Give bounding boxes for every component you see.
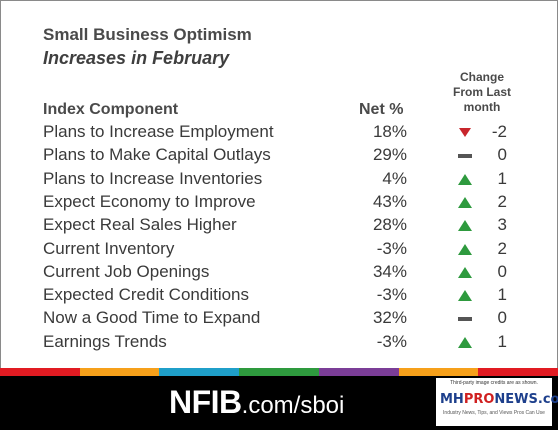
change-value: 0 (497, 308, 507, 328)
change-header-line: From Last (452, 85, 511, 99)
triangle-down-icon (459, 128, 471, 137)
change-header-line: month (463, 100, 501, 114)
table-row: Current Inventory -3% 2 (1, 239, 557, 262)
table-row: Current Job Openings 34% 0 (1, 262, 557, 285)
stripe-segment (159, 368, 241, 376)
badge-credit: Third-party image credits are as shown. (450, 380, 538, 386)
stripe-segment (318, 368, 400, 376)
change-value: 3 (497, 215, 507, 235)
stripe-segment (398, 368, 480, 376)
table-row: Plans to Increase Inventories 4% 1 (1, 169, 557, 192)
table-row: Now a Good Time to Expand 32% 0 (1, 308, 557, 331)
net-value: -3% (376, 331, 407, 351)
net-value: -3% (376, 238, 407, 258)
stripe-segment (79, 368, 161, 376)
table-row: Expect Economy to Improve 43% 2 (1, 192, 557, 215)
component-label: Current Inventory (43, 238, 175, 258)
table-row: Plans to Increase Employment 18% -2 (1, 122, 557, 145)
net-value: 43% (372, 191, 407, 211)
triangle-up-icon (458, 173, 472, 185)
change-value: 0 (497, 145, 507, 165)
badge-tagline: Industry News, Tips, and Views Pros Can … (443, 410, 545, 416)
component-column-header: Index Component (43, 101, 179, 118)
triangle-up-icon (458, 266, 472, 278)
net-column-header: Net % (359, 101, 404, 118)
nfib-logo[interactable]: NFIB.com/sboi (169, 384, 344, 421)
change-value: 2 (497, 238, 507, 258)
component-label: Expect Real Sales Higher (43, 215, 237, 235)
component-label: Expect Economy to Improve (43, 191, 256, 211)
component-label: Expected Credit Conditions (43, 285, 250, 305)
component-label: Current Job Openings (43, 261, 210, 281)
badge-brand-part: MH (440, 392, 464, 407)
triangle-up-icon (458, 290, 472, 302)
change-value: -2 (491, 122, 507, 141)
dash-icon (458, 317, 472, 322)
triangle-up-icon (458, 336, 472, 348)
change-value: 0 (497, 261, 507, 281)
component-label: Plans to Increase Employment (43, 122, 274, 141)
logo-bold-text: NFIB (169, 384, 242, 420)
report-title: Small Business Optimism (43, 25, 252, 44)
stripe-segment (0, 368, 81, 376)
table-row: Plans to Make Capital Outlays 29% 0 (1, 145, 557, 168)
change-column-header: Change From Last month (441, 70, 523, 115)
net-value: 18% (372, 122, 407, 141)
change-value: 1 (497, 168, 507, 188)
table-row: Earnings Trends -3% 1 (1, 332, 557, 355)
component-label: Earnings Trends (43, 331, 167, 351)
component-label: Plans to Make Capital Outlays (43, 145, 271, 165)
net-value: 28% (372, 215, 407, 235)
table-row: Expected Credit Conditions -3% 1 (1, 285, 557, 308)
badge-brand-part: NEWS (494, 392, 538, 407)
net-value: 34% (372, 261, 407, 281)
dash-icon (458, 154, 472, 159)
stripe-segment (478, 368, 558, 376)
change-value: 1 (497, 331, 507, 351)
logo-url-text: .com/sboi (241, 392, 345, 419)
triangle-up-icon (458, 196, 472, 208)
net-value: 4% (382, 168, 407, 188)
stripe-segment (239, 368, 320, 376)
mhpronews-badge[interactable]: Third-party image credits are as shown. … (436, 378, 558, 426)
triangle-up-icon (458, 220, 472, 232)
component-label: Now a Good Time to Expand (43, 308, 261, 328)
change-value: 2 (497, 191, 507, 211)
net-value: -3% (376, 285, 407, 305)
triangle-up-icon (458, 243, 472, 255)
report-subtitle: Increases in February (43, 48, 230, 68)
footer-banner: NFIB.com/sboi Third-party image credits … (0, 368, 558, 430)
badge-brand-part: PRO (463, 392, 495, 407)
net-value: 32% (372, 308, 407, 328)
component-label: Plans to Increase Inventories (43, 168, 263, 188)
change-header-line: Change (459, 70, 504, 84)
net-value: 29% (372, 145, 407, 165)
report-card: Small Business Optimism Increases in Feb… (0, 0, 558, 369)
badge-brand-part: .com (537, 392, 558, 407)
change-value: 1 (497, 285, 507, 305)
table-row: Expect Real Sales Higher 28% 3 (1, 215, 557, 238)
badge-brand: MHPRONEWS.com (440, 392, 558, 407)
